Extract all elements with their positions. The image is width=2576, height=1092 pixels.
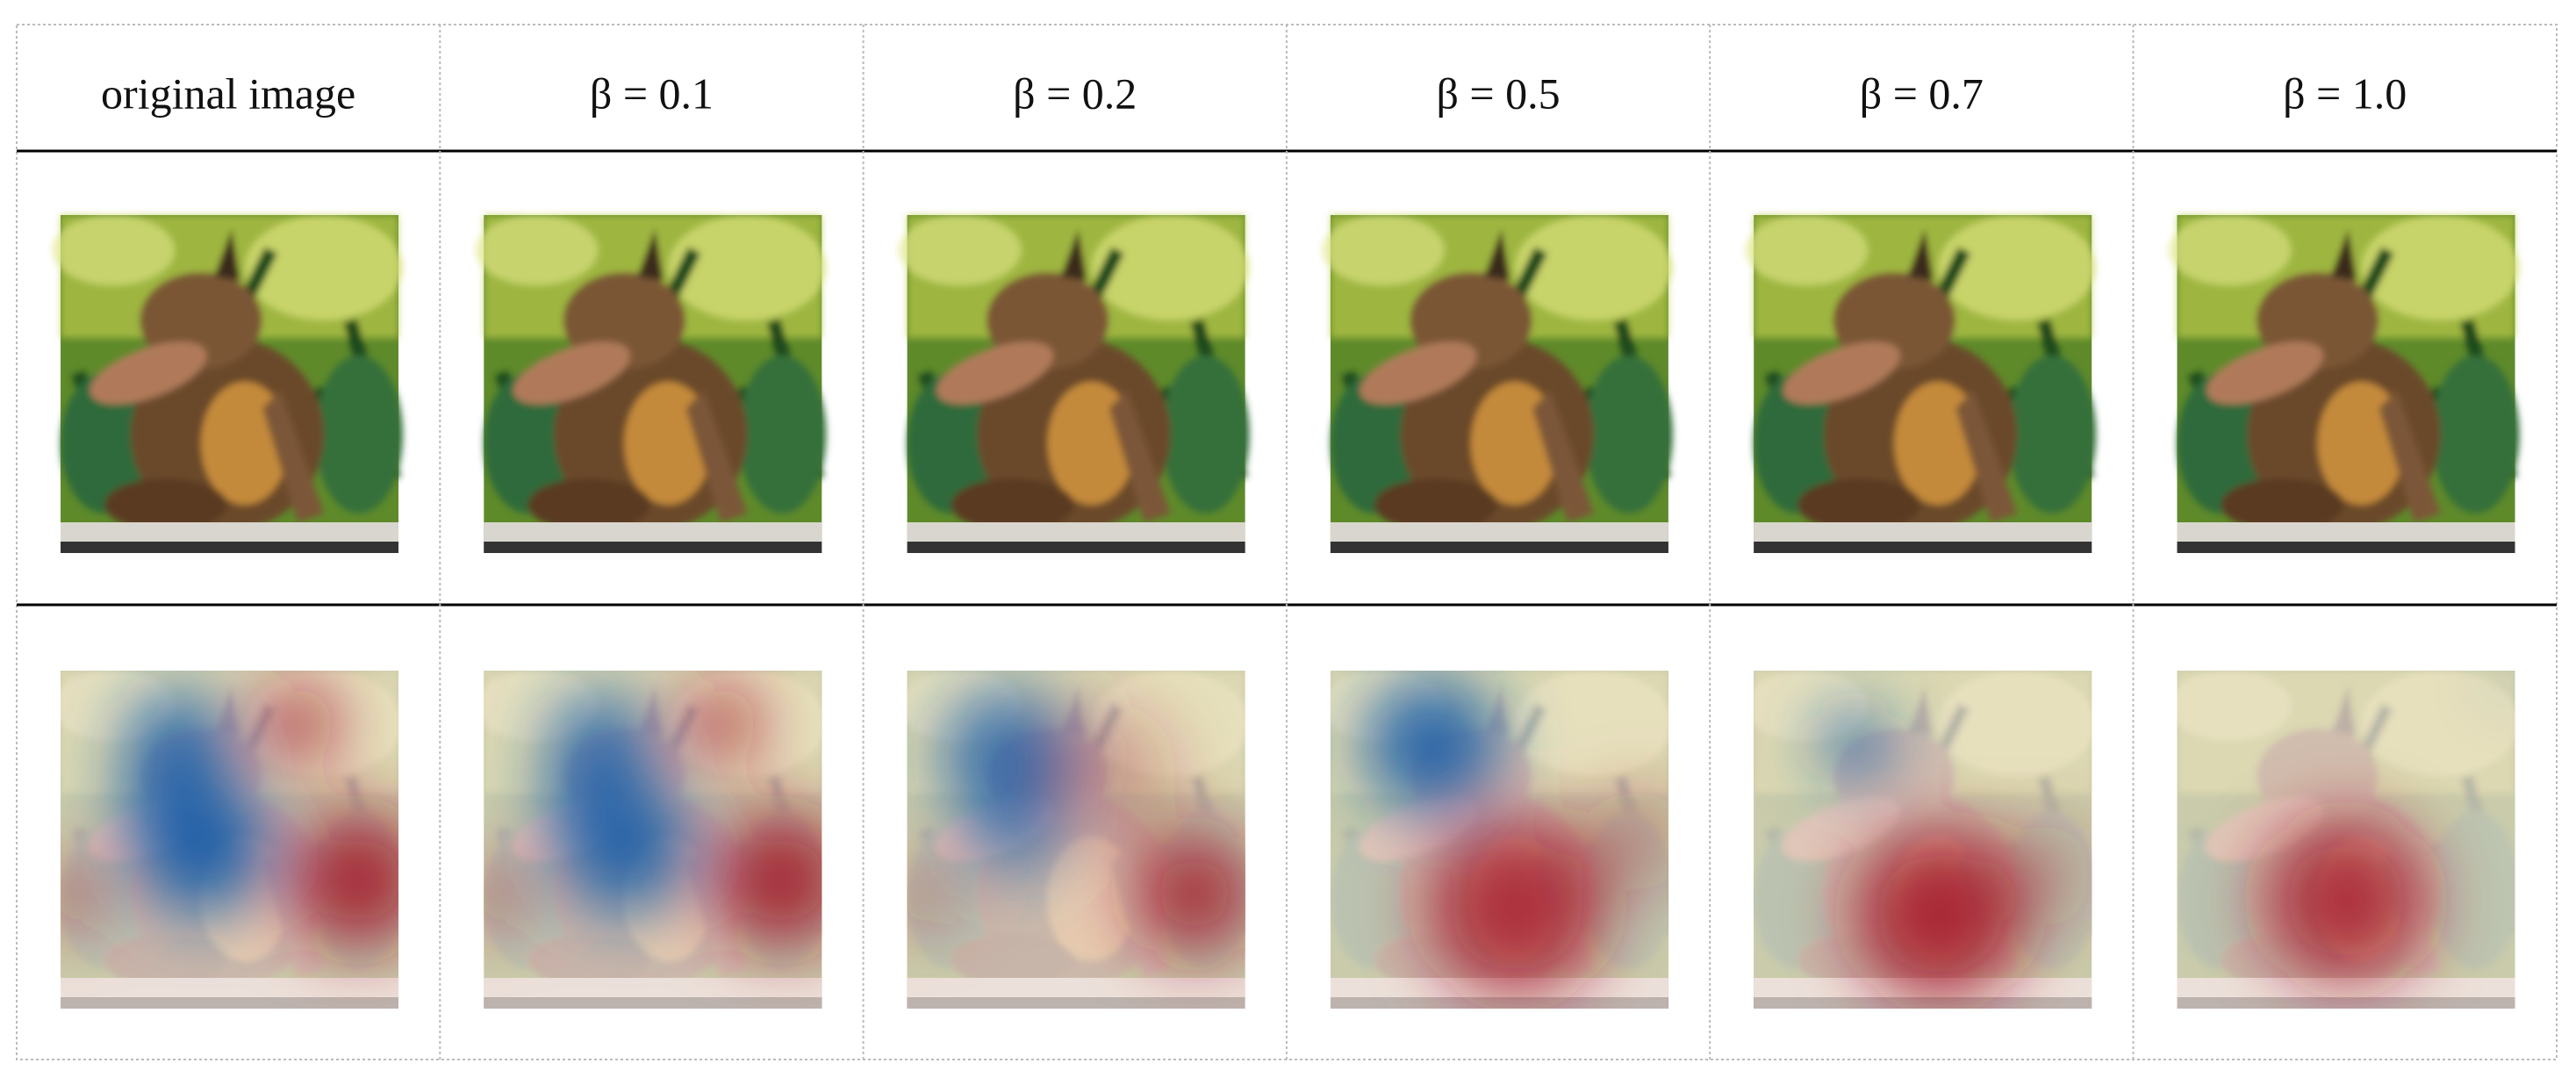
column-header: β = 0.2 — [1013, 68, 1137, 118]
heatmap-blob — [61, 859, 108, 928]
heatmap-blob — [714, 812, 822, 948]
heatmap-blob — [256, 684, 338, 765]
original-image — [1745, 215, 2096, 553]
column-header: β = 1.0 — [2283, 68, 2407, 118]
heatmap-blob — [484, 859, 532, 928]
heatmap-blob — [1042, 704, 1178, 840]
heatmap-blob — [1821, 711, 1890, 779]
heatmap-blob — [1428, 819, 1604, 995]
heatmap-blobs — [1364, 677, 1668, 995]
heatmap-blob — [2501, 671, 2515, 688]
heatmap-blob — [118, 755, 206, 844]
original-image — [1322, 215, 1673, 553]
attribution-heatmap — [1754, 671, 2092, 1009]
attribution-heatmap — [484, 671, 822, 1009]
heatmap-blobs — [1821, 711, 2092, 999]
column-header: β = 0.7 — [1860, 68, 1984, 118]
column-header: β = 0.5 — [1436, 68, 1560, 118]
heatmap-blob — [907, 859, 958, 928]
heatmap-blob — [967, 782, 1063, 877]
attribution-heatmap — [907, 671, 1245, 1009]
attribution-heatmap — [2177, 671, 2515, 1009]
heatmap-blobs — [907, 687, 1245, 955]
heatmap-blob — [1855, 829, 2025, 999]
heatmap-blob — [2264, 819, 2428, 982]
heatmap-blob — [541, 755, 629, 844]
heatmap-blobs — [61, 684, 398, 948]
attribution-heatmap — [61, 671, 398, 1009]
heatmap-blob — [1364, 677, 1500, 813]
original-image — [899, 215, 1250, 553]
heatmap-blobs — [484, 684, 822, 948]
original-image — [52, 215, 403, 553]
original-image — [2169, 215, 2520, 553]
heatmap-blob — [290, 812, 398, 948]
heatmap-blob — [941, 687, 1077, 823]
column-header: β = 0.1 — [590, 68, 714, 118]
heatmap-blob — [679, 684, 761, 765]
original-image — [475, 215, 826, 553]
heatmap-blob — [1133, 832, 1245, 955]
column-header: original image — [101, 68, 355, 118]
heatmap-blob — [1583, 788, 1668, 891]
heatmap-blob — [1990, 823, 2092, 924]
heatmap-blobs — [2264, 671, 2515, 982]
attribution-heatmap — [1330, 671, 1668, 1009]
